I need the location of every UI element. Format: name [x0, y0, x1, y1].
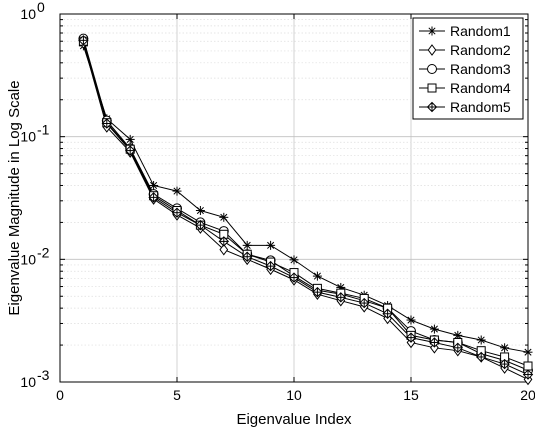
x-tick-label: 5 [173, 387, 181, 403]
marker-star-diamond [148, 192, 159, 203]
axis-ticks [59, 13, 529, 383]
marker-star-diamond [241, 251, 253, 262]
marker-stroke [313, 272, 321, 280]
marker-star-diamond [218, 236, 230, 247]
marker-star-diamond [335, 292, 347, 303]
marker-shape [427, 44, 437, 56]
legend-item: Random4 [419, 80, 511, 96]
marker-stroke [267, 241, 275, 249]
marker-square [427, 83, 437, 93]
legend-item: Random1 [419, 23, 511, 39]
marker-asterisk [149, 180, 159, 190]
marker-stroke [428, 27, 436, 35]
legend-label: Random1 [450, 23, 511, 39]
marker-asterisk [219, 212, 229, 222]
marker-star-diamond [382, 308, 393, 319]
marker-shape [523, 361, 533, 371]
x-axis-label: Eigenvalue Index [236, 411, 352, 428]
marker-stroke [150, 181, 158, 190]
legend: Random1 Random2 Random3 Random4 Random5 [412, 17, 524, 120]
marker-star-diamond [101, 118, 113, 129]
marker-stroke [477, 336, 485, 344]
marker-star-diamond [78, 35, 89, 46]
marker-stroke [501, 344, 509, 352]
y-tick-label: 10 [20, 374, 36, 390]
marker-star-diamond [171, 207, 183, 218]
x-tick-label: 0 [56, 387, 64, 403]
legend-label: Random4 [450, 80, 511, 96]
marker-asterisk [427, 26, 437, 36]
x-tick-label: 10 [286, 387, 302, 403]
marker-diamond [427, 44, 437, 56]
marker-stroke [524, 348, 532, 356]
marker-asterisk [406, 315, 416, 325]
y-tick-exponent: -3 [37, 367, 50, 383]
legend-item: Random2 [419, 42, 511, 58]
marker-circle [427, 64, 437, 74]
marker-star-diamond [499, 358, 510, 370]
marker-asterisk [500, 343, 510, 353]
marker-asterisk [523, 347, 533, 357]
y-tick-label: 10 [20, 251, 36, 267]
marker-star-diamond [522, 369, 534, 380]
marker-star-diamond [195, 219, 206, 231]
y-tick-exponent: 0 [37, 0, 45, 15]
marker-shape [427, 64, 437, 74]
marker-star-diamond [452, 342, 464, 354]
y-tick-exponent: -1 [37, 122, 50, 138]
marker-star-diamond [405, 332, 417, 343]
series-markers [78, 33, 534, 386]
marker-asterisk [476, 335, 486, 345]
marker-asterisk [429, 324, 439, 334]
legend-item: Random5 [419, 99, 511, 115]
marker-square [523, 361, 533, 371]
marker-star-diamond [475, 351, 487, 363]
legend-item: Random3 [419, 61, 511, 77]
marker-shape [219, 243, 229, 256]
x-tick-labels: 0 5 10 15 20 [56, 387, 535, 403]
marker-asterisk [125, 134, 135, 144]
series-line-random1 [82, 45, 529, 353]
x-tick-label: 20 [520, 387, 535, 403]
legend-label: Random2 [450, 42, 511, 58]
marker-asterisk [289, 255, 299, 265]
marker-star-diamond [124, 145, 136, 156]
y-axis-label: Eigenvalue Magnitude in Log Scale [6, 80, 23, 315]
marker-diamond [219, 243, 229, 256]
marker-star-diamond [426, 101, 438, 113]
marker-star-diamond [288, 272, 300, 283]
marker-star-diamond [312, 286, 323, 298]
marker-asterisk [266, 240, 276, 250]
marker-stroke [430, 325, 438, 333]
marker-asterisk [172, 186, 182, 196]
marker-shape [427, 83, 437, 93]
marker-asterisk [312, 271, 322, 281]
marker-asterisk [195, 206, 205, 216]
marker-stroke [407, 316, 415, 324]
marker-stroke [454, 331, 462, 339]
marker-stroke [173, 187, 181, 195]
marker-asterisk [242, 240, 252, 250]
legend-label: Random3 [450, 61, 511, 77]
marker-stroke [196, 206, 204, 215]
marker-star-diamond [358, 297, 370, 309]
y-tick-label: 10 [20, 6, 36, 22]
marker-stroke [220, 213, 228, 221]
x-tick-label: 15 [403, 387, 419, 403]
marker-star-diamond [429, 337, 440, 348]
legend-label: Random5 [450, 99, 511, 115]
y-tick-label: 10 [20, 129, 36, 145]
marker-stroke [126, 135, 134, 143]
marker-stroke [243, 241, 251, 249]
marker-star-diamond [265, 260, 276, 272]
y-tick-exponent: -2 [37, 244, 50, 260]
marker-stroke [290, 256, 298, 264]
